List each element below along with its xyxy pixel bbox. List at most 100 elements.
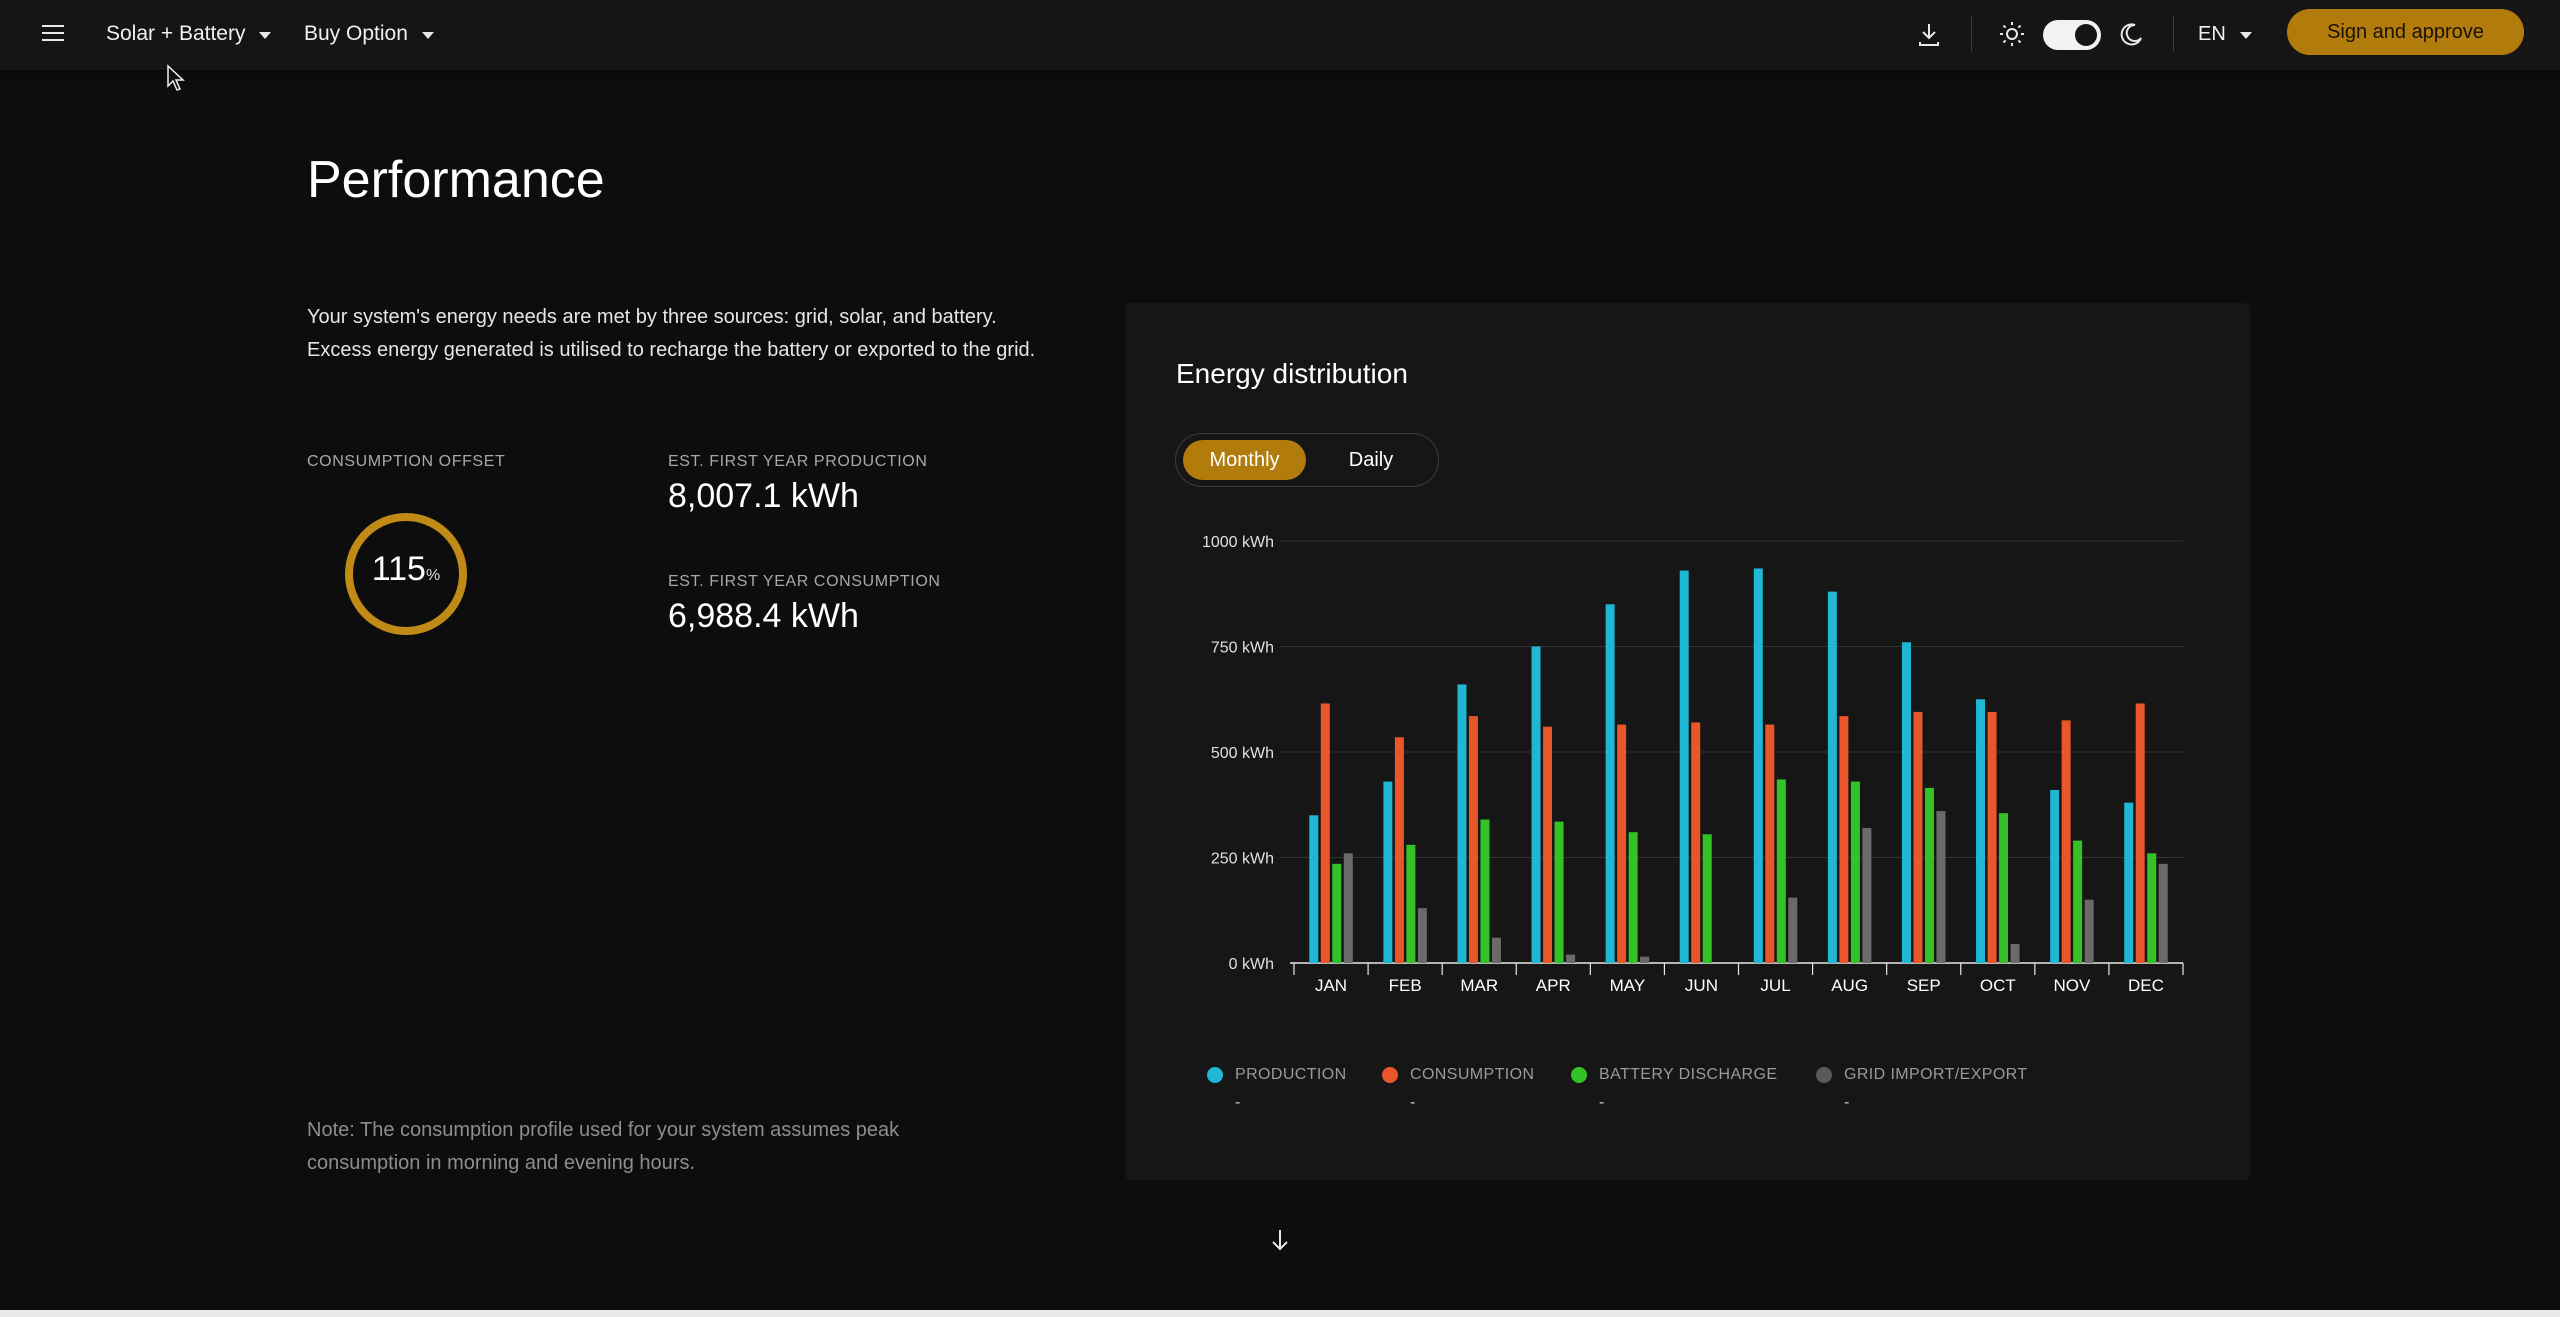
legend-value-production: - xyxy=(1235,1094,1241,1111)
legend-label: PRODUCTION xyxy=(1235,1066,1347,1083)
download-icon[interactable] xyxy=(1913,18,1945,50)
plan-dropdown[interactable]: Solar + Battery xyxy=(106,20,272,48)
bar-battery-discharge xyxy=(1554,821,1564,963)
bar-production xyxy=(1827,591,1837,963)
buy-option-dropdown-label: Buy Option xyxy=(304,22,408,45)
bar-battery-discharge xyxy=(2073,840,2083,963)
bar-grid-import-export xyxy=(1343,853,1353,963)
bar-grid-import-export xyxy=(1417,908,1427,963)
bar-production xyxy=(1309,815,1319,963)
page-title: Performance xyxy=(307,151,605,209)
offset-unit: % xyxy=(425,567,441,584)
y-tick-label: 0 kWh xyxy=(1229,956,1274,973)
bar-battery-discharge xyxy=(1850,781,1860,963)
bar-consumption xyxy=(1913,711,1923,963)
bar-battery-discharge xyxy=(1406,844,1416,963)
legend-dot xyxy=(1816,1067,1832,1083)
theme-toggle[interactable] xyxy=(2043,20,2101,50)
top-bar: Solar + Battery Buy Option EN Sign and a… xyxy=(0,0,2560,70)
toggle-knob xyxy=(2075,24,2097,46)
production-label: EST. FIRST YEAR PRODUCTION xyxy=(668,453,928,470)
tab-monthly[interactable]: Monthly xyxy=(1183,440,1306,480)
bar-grid-import-export xyxy=(1491,937,1501,963)
bar-battery-discharge xyxy=(1702,834,1712,963)
intro-text: Your system's energy needs are met by th… xyxy=(307,306,1036,361)
x-tick-label: JAN xyxy=(1315,976,1347,995)
bar-grid-import-export xyxy=(2158,863,2168,963)
legend-grid-import-export: GRID IMPORT/EXPORT xyxy=(1816,1066,2028,1084)
legend-dot xyxy=(1382,1067,1398,1083)
x-tick-label: NOV xyxy=(2053,976,2091,995)
scroll-down-arrow-icon[interactable] xyxy=(1266,1226,1294,1254)
x-tick-label: JUL xyxy=(1760,976,1790,995)
x-tick-label: APR xyxy=(1536,976,1571,995)
consumption-profile-note: Note: The consumption profile used for y… xyxy=(307,1119,900,1174)
offset-number: 115 xyxy=(371,550,426,588)
legend-production: PRODUCTION xyxy=(1207,1066,1347,1084)
bar-battery-discharge xyxy=(2147,853,2157,963)
bar-consumption xyxy=(1691,722,1701,963)
bar-grid-import-export xyxy=(1640,956,1650,963)
bar-consumption xyxy=(2135,703,2145,963)
y-tick-label: 1000 kWh xyxy=(1202,534,1274,551)
bar-production xyxy=(1457,684,1467,963)
bar-grid-import-export xyxy=(2084,899,2094,963)
bar-consumption xyxy=(1617,724,1627,963)
bar-production xyxy=(1383,781,1393,963)
legend-dot xyxy=(1207,1067,1223,1083)
legend-label: BATTERY DISCHARGE xyxy=(1599,1066,1778,1083)
hamburger-menu-icon[interactable] xyxy=(40,22,66,44)
language-label: EN xyxy=(2198,22,2226,45)
bar-production xyxy=(1531,646,1541,963)
chevron-down-icon xyxy=(421,31,434,39)
consumption-offset-value: 115% xyxy=(342,550,470,589)
bar-battery-discharge xyxy=(1999,813,2009,963)
production-value: 8,007.1 kWh xyxy=(668,477,859,515)
bar-production xyxy=(1605,604,1615,963)
x-tick-label: FEB xyxy=(1389,976,1422,995)
x-tick-label: JUN xyxy=(1685,976,1718,995)
legend-dot xyxy=(1571,1067,1587,1083)
bar-grid-import-export xyxy=(2010,944,2020,963)
bar-consumption xyxy=(1987,711,1997,963)
tab-daily[interactable]: Daily xyxy=(1348,448,1394,471)
sign-and-approve-button[interactable]: Sign and approve xyxy=(2287,9,2524,55)
sun-icon[interactable] xyxy=(1996,18,2028,50)
consumption-offset-label: CONSUMPTION OFFSET xyxy=(307,453,506,470)
legend-battery-discharge: BATTERY DISCHARGE xyxy=(1571,1066,1777,1084)
legend-label: CONSUMPTION xyxy=(1410,1066,1535,1083)
bottom-scroll-edge xyxy=(0,1310,2560,1317)
bar-consumption xyxy=(1320,703,1330,963)
mouse-pointer-icon xyxy=(166,64,188,94)
chevron-down-icon xyxy=(259,31,272,39)
legend-value-battery-discharge: - xyxy=(1599,1094,1605,1111)
bar-grid-import-export xyxy=(1566,954,1576,963)
legend-value-grid-import-export: - xyxy=(1844,1094,1850,1111)
consumption-value: 6,988.4 kWh xyxy=(668,597,859,635)
bar-consumption xyxy=(1839,716,1849,963)
chevron-down-icon xyxy=(2239,31,2252,39)
bar-battery-discharge xyxy=(1776,779,1786,963)
buy-option-dropdown[interactable]: Buy Option xyxy=(304,20,434,48)
bar-production xyxy=(1976,699,1986,963)
x-tick-label: SEP xyxy=(1907,976,1941,995)
x-tick-label: MAR xyxy=(1460,976,1498,995)
language-dropdown[interactable]: EN xyxy=(2198,20,2252,48)
x-tick-label: MAY xyxy=(1610,976,1646,995)
bar-production xyxy=(1901,642,1911,963)
moon-icon[interactable] xyxy=(2115,18,2147,50)
bar-consumption xyxy=(1394,737,1404,963)
consumption-offset-ring: 115% xyxy=(342,510,470,638)
y-tick-label: 500 kWh xyxy=(1211,745,1274,762)
bar-battery-discharge xyxy=(1480,819,1490,963)
x-tick-label: DEC xyxy=(2128,976,2164,995)
bar-consumption xyxy=(2061,720,2071,963)
bar-production xyxy=(2050,789,2060,963)
consumption-label: EST. FIRST YEAR CONSUMPTION xyxy=(668,573,941,590)
energy-bar-chart: 0 kWh 250 kWh 500 kWh 750 kWh 1000 kWh JAN FEB… xyxy=(1202,534,2184,995)
card-title: Energy distribution xyxy=(1176,358,1408,389)
bar-production xyxy=(1679,570,1689,963)
bar-production xyxy=(2124,802,2134,963)
bar-consumption xyxy=(1543,726,1553,963)
bar-battery-discharge xyxy=(1924,787,1934,963)
